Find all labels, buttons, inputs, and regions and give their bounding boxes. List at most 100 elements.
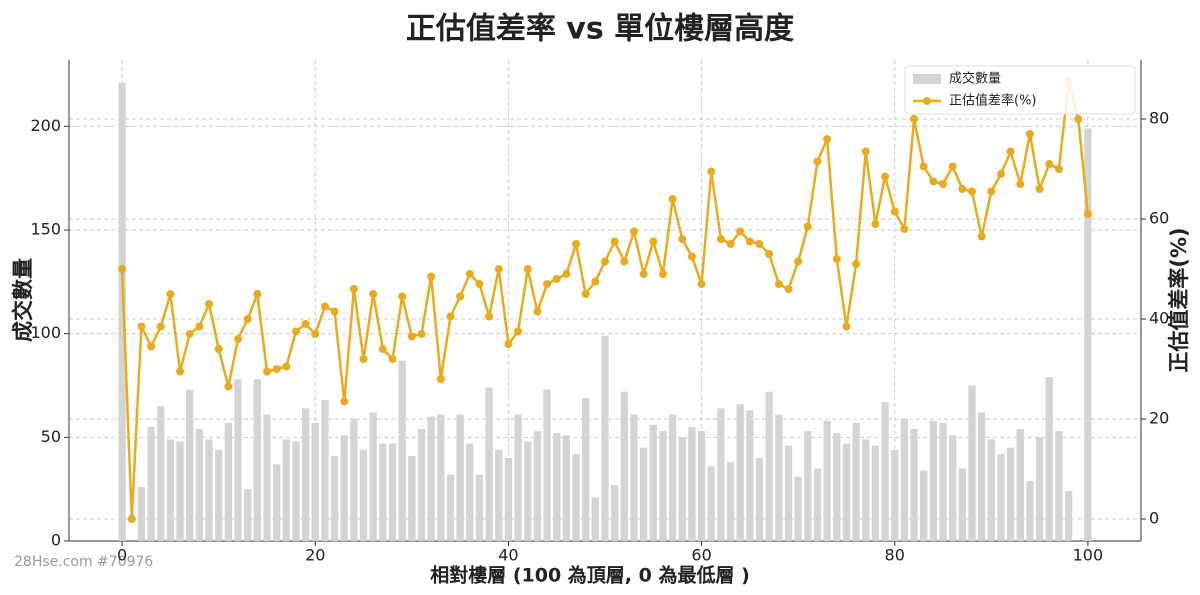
y-tick-label: 150 — [30, 220, 61, 239]
y-tick-label: 200 — [30, 116, 61, 135]
bar — [359, 449, 368, 541]
line-marker — [127, 515, 136, 523]
bar — [582, 397, 590, 541]
line-marker — [282, 362, 291, 371]
bar — [340, 435, 348, 541]
bar — [591, 497, 599, 541]
bar — [475, 474, 484, 541]
bar — [717, 408, 725, 541]
line-marker — [774, 280, 783, 288]
line-marker — [398, 292, 407, 301]
bar — [224, 422, 232, 541]
bar — [833, 433, 841, 541]
bar — [813, 468, 822, 541]
bar — [784, 445, 793, 541]
line-marker — [378, 345, 387, 353]
bar — [147, 426, 155, 541]
bar — [524, 441, 532, 541]
bar — [456, 414, 464, 541]
line-marker — [147, 342, 156, 351]
line-marker — [910, 115, 919, 123]
bar — [659, 431, 667, 541]
y2-tick-label: 60 — [1149, 209, 1169, 228]
line-marker — [118, 265, 127, 273]
line-marker — [514, 327, 523, 336]
bar — [176, 441, 184, 541]
bar — [968, 385, 976, 541]
x-tick-label: 100 — [1073, 546, 1104, 565]
line-marker — [939, 180, 948, 188]
line-marker — [291, 327, 300, 336]
bar — [707, 466, 715, 541]
bar — [881, 402, 889, 541]
bar — [1035, 437, 1044, 541]
legend-box — [904, 65, 1136, 115]
line-marker — [900, 225, 909, 233]
bar — [485, 387, 493, 541]
bar — [137, 487, 146, 541]
bar — [466, 443, 474, 541]
line-marker — [243, 315, 252, 323]
line-marker — [1006, 147, 1015, 156]
line-marker — [996, 170, 1005, 178]
bar — [978, 412, 986, 541]
bar — [746, 410, 754, 541]
line-marker — [687, 252, 696, 261]
line-marker — [958, 185, 967, 193]
line-marker — [253, 290, 262, 298]
bar — [533, 431, 542, 541]
line-marker — [591, 277, 600, 286]
line-marker — [533, 307, 542, 316]
bar — [118, 82, 126, 542]
bar — [765, 391, 773, 541]
line-marker — [475, 280, 484, 288]
line-marker — [436, 375, 445, 383]
line-marker — [427, 272, 436, 281]
line-marker — [504, 340, 513, 348]
bar — [553, 433, 561, 541]
bar — [620, 391, 628, 541]
line-marker — [552, 275, 561, 283]
bar — [1026, 480, 1034, 541]
bar — [1055, 431, 1063, 541]
x-tick-label: 60 — [691, 546, 711, 565]
line-marker — [214, 345, 223, 353]
line-marker — [842, 322, 851, 331]
bar — [157, 406, 165, 541]
bar — [166, 439, 175, 541]
bar — [910, 429, 918, 541]
bar — [504, 458, 513, 541]
line-marker — [234, 335, 243, 343]
bar — [649, 424, 657, 541]
bar — [668, 414, 677, 541]
line-marker — [890, 207, 899, 216]
bar — [755, 458, 764, 541]
line-marker — [629, 227, 638, 236]
bar — [427, 416, 435, 541]
bar — [253, 379, 261, 541]
line-marker — [668, 195, 677, 203]
bar — [736, 404, 744, 541]
line-marker — [176, 367, 185, 376]
line-marker — [446, 312, 455, 321]
line-marker — [1074, 115, 1083, 123]
line-marker — [301, 320, 310, 328]
line-marker — [726, 240, 735, 248]
bar — [244, 489, 252, 541]
bar — [920, 470, 928, 541]
bar — [987, 439, 995, 541]
watermark: 28Hse.com #70976 — [14, 554, 153, 570]
line-marker — [407, 332, 416, 341]
line-marker — [465, 270, 474, 278]
line-marker — [166, 290, 175, 298]
line-marker — [765, 250, 774, 258]
line-marker — [639, 270, 648, 278]
y2-tick-label: 80 — [1149, 109, 1169, 128]
line-marker — [736, 227, 745, 236]
bar — [1007, 447, 1015, 541]
bar — [601, 335, 609, 541]
legend-swatch — [923, 97, 931, 105]
bar — [514, 414, 522, 541]
bar — [417, 429, 426, 541]
chart-title: 正估值差率 vs 單位樓層高度 — [406, 12, 794, 47]
